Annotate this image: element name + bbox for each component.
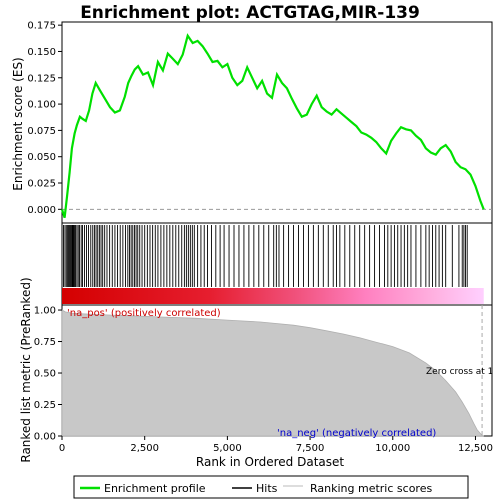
es-plot-frame	[61, 21, 493, 224]
metric-y-tick-label: 1.00	[34, 306, 56, 317]
metric-y-tick-label: 0.50	[34, 369, 56, 380]
es-y-tick-label: 0.000	[27, 205, 56, 216]
ranked-metric-panel: 0.00 0.25 0.50 0.75 1.00 0 2,500 5,000 7,500 10,…	[19, 277, 493, 469]
enrichment-score-panel: 0.000 0.025 0.050 0.075 0.100 0.125 0.150 0.175…	[11, 21, 493, 224]
es-y-tick-label: 0.075	[27, 126, 56, 137]
metric-x-ticks: 0 2,500 5,000 7,500 10,000 12,500	[59, 436, 493, 454]
es-y-tick-label: 0.100	[27, 100, 56, 111]
x-tick-label: 2,500	[130, 443, 159, 454]
es-y-tick-label: 0.150	[27, 47, 56, 58]
pos-correlated-label: 'na_pos' (positively correlated)	[67, 308, 221, 319]
enrichment-profile-line	[60, 33, 485, 219]
es-y-tick-label: 0.025	[27, 179, 56, 190]
x-axis-label: Rank in Ordered Dataset	[196, 455, 344, 469]
legend-hits-label: Hits	[256, 482, 278, 495]
x-tick-label: 7,500	[296, 443, 325, 454]
metric-y-axis-label: Ranked list metric (PreRanked)	[19, 277, 33, 462]
legend-metric-label: Ranking metric scores	[310, 482, 432, 495]
es-y-tick-label: 0.125	[27, 73, 56, 84]
hit-lines	[63, 225, 468, 287]
metric-y-tick-label: 0.25	[34, 400, 56, 411]
neg-correlated-label: 'na_neg' (negatively correlated)	[277, 428, 436, 439]
metric-y-ticks: 0.00 0.25 0.50 0.75 1.00	[34, 306, 62, 443]
es-y-axis-label: Enrichment score (ES)	[11, 57, 25, 190]
legend: Enrichment profile Hits Ranking metric s…	[73, 475, 469, 499]
es-y-tick-label: 0.050	[27, 152, 56, 163]
es-y-ticks: 0.000 0.025 0.050 0.075 0.100 0.125 0.150 0.175	[27, 21, 62, 216]
x-tick-label: 10,000	[375, 443, 410, 454]
legend-enrichment-label: Enrichment profile	[104, 482, 206, 495]
zero-cross-label: Zero cross at 1	[426, 367, 493, 377]
es-y-tick-label: 0.175	[27, 21, 56, 32]
legend-frame	[73, 475, 469, 499]
x-tick-label: 12,500	[458, 443, 493, 454]
metric-y-tick-label: 0.75	[34, 337, 56, 348]
x-tick-label: 0	[59, 443, 65, 454]
ranking-gradient-bar	[62, 288, 484, 304]
hits-panel	[61, 222, 493, 306]
metric-y-tick-label: 0.00	[34, 432, 56, 443]
chart-title: Enrichment plot: ACTGTAG,MIR-139	[80, 3, 420, 23]
ranking-metric-area	[61, 309, 484, 437]
x-tick-label: 5,000	[213, 443, 242, 454]
